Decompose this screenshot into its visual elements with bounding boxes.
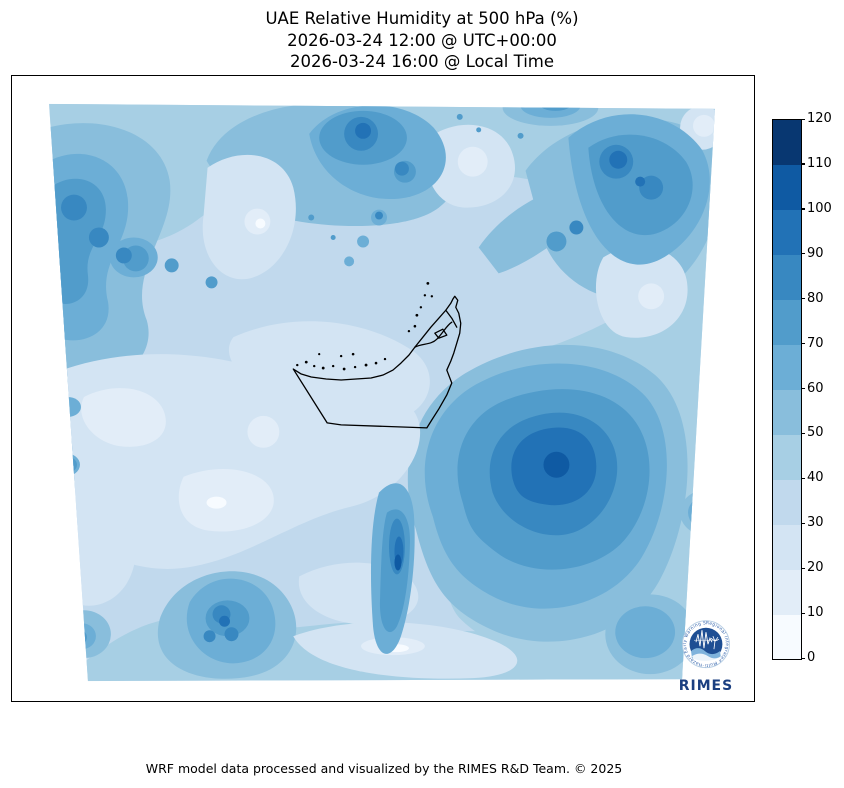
contour-field (49, 103, 715, 682)
chart-subtitle-utc: 2026-03-24 12:00 @ UTC+00:00 (287, 30, 557, 50)
colorbar-tick-label: 110 (807, 155, 832, 171)
chart-subtitle-local: 2026-03-24 16:00 @ Local Time (289, 52, 555, 71)
colorbar-segment (773, 479, 801, 525)
colorbar-segment (773, 254, 801, 301)
colorbar-segment (773, 524, 801, 570)
colorbar-tick-label: 40 (807, 470, 824, 486)
colorbar-tick (801, 298, 805, 300)
colorbar-tick (801, 477, 805, 480)
colorbar-tick-label: 30 (807, 515, 824, 531)
colorbar-segment (773, 614, 801, 660)
colorbar-tick (801, 432, 805, 435)
colorbar-segment (773, 299, 801, 346)
colorbar-tick (801, 118, 805, 120)
colorbar-tick-label: 120 (807, 111, 832, 126)
colorbar-tick-label: 90 (807, 245, 824, 261)
colorbar-tick (801, 612, 805, 614)
colorbar-tick (801, 208, 805, 210)
title-block: UAE Relative Humidity at 500 hPa (%) 202… (0, 8, 844, 73)
colorbar-tick (801, 522, 805, 524)
colorbar-segment (773, 569, 801, 615)
colorbar-tick (801, 253, 805, 255)
colorbar-tick-label: 80 (807, 290, 824, 306)
map-axes: Regional Integrated Multi-Hazard Early W… (11, 75, 755, 702)
footer-credit: WRF model data processed and visualized … (145, 761, 623, 776)
colorbar-segment (773, 209, 801, 256)
colorbar-tick (801, 343, 805, 345)
colorbar-tick-label: 20 (807, 560, 824, 576)
uae-boundary (292, 281, 462, 429)
colorbar-tick (801, 388, 805, 390)
chart-title: UAE Relative Humidity at 500 hPa (%) (265, 9, 579, 28)
colorbar-tick (801, 163, 805, 165)
colorbar-tick-label: 10 (807, 605, 824, 621)
colorbar-tick-label: 50 (807, 425, 824, 441)
uae-coastal-islands (296, 281, 434, 371)
rimes-logo-label: RIMES (679, 678, 733, 694)
humidity-contour-map: Regional Integrated Multi-Hazard Early W… (12, 76, 733, 694)
colorbar-tick (801, 567, 805, 569)
contour-layer-100-110 (394, 451, 570, 571)
colorbar-tick-label: 0 (807, 650, 816, 665)
colorbar (772, 119, 802, 660)
colorbar-tick-label: 60 (807, 380, 824, 396)
rimes-logo-palm-icon (710, 636, 720, 650)
colorbar-segment (773, 434, 801, 480)
colorbar-segment (773, 164, 801, 211)
colorbar-tick (801, 657, 805, 659)
colorbar-tick-label: 100 (807, 200, 832, 216)
colorbar-segment (773, 389, 801, 435)
colorbar-segment (773, 344, 801, 390)
colorbar-segment (773, 120, 801, 166)
rimes-logo-seismograph (695, 630, 713, 649)
rimes-logo-wave2 (692, 653, 722, 663)
colorbar-tick-label: 70 (807, 335, 824, 351)
